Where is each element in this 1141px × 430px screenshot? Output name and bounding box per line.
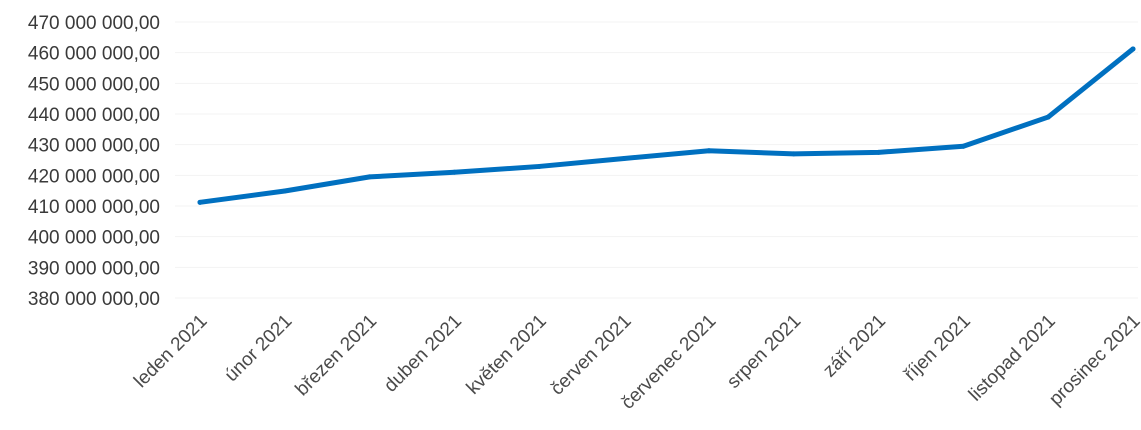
- gridlines: [175, 21, 1138, 299]
- x-tick-label: červen 2021: [547, 311, 636, 400]
- data-point: [1130, 46, 1136, 52]
- x-tick-label: leden 2021: [130, 311, 211, 392]
- y-axis-tick-labels: 470 000 000,00 460 000 000,00 450 000 000,…: [28, 13, 160, 310]
- data-point: [876, 149, 882, 155]
- data-point: [197, 199, 203, 205]
- y-tick-label: 440 000 000,00: [28, 105, 160, 126]
- y-tick-label: 390 000 000,00: [28, 258, 160, 279]
- x-tick-label: srpen 2021: [723, 311, 805, 393]
- x-tick-label: říjen 2021: [900, 311, 975, 386]
- series-line: [197, 46, 1136, 205]
- x-tick-label: květen 2021: [463, 311, 551, 399]
- y-tick-label: 460 000 000,00: [28, 44, 160, 65]
- y-tick-label: 420 000 000,00: [28, 166, 160, 187]
- data-point: [1045, 114, 1051, 120]
- x-tick-label: září 2021: [819, 311, 890, 382]
- data-point: [282, 188, 288, 194]
- y-tick-label: 450 000 000,00: [28, 74, 160, 95]
- data-point: [536, 163, 542, 169]
- y-tick-label: 380 000 000,00: [28, 289, 160, 310]
- y-tick-label: 400 000 000,00: [28, 228, 160, 249]
- data-point: [621, 155, 627, 161]
- x-tick-label: březen 2021: [292, 311, 382, 401]
- x-tick-label: duben 2021: [380, 311, 466, 397]
- y-tick-label: 430 000 000,00: [28, 136, 160, 157]
- x-tick-label: únor 2021: [221, 311, 296, 386]
- data-point: [451, 169, 457, 175]
- y-tick-label: 410 000 000,00: [28, 197, 160, 218]
- data-point: [960, 143, 966, 149]
- data-point: [706, 148, 712, 154]
- x-tick-label: listopad 2021: [965, 311, 1060, 406]
- data-point: [367, 174, 373, 180]
- series-layer: [197, 46, 1136, 205]
- data-point: [791, 151, 797, 157]
- y-tick-label: 470 000 000,00: [28, 13, 160, 34]
